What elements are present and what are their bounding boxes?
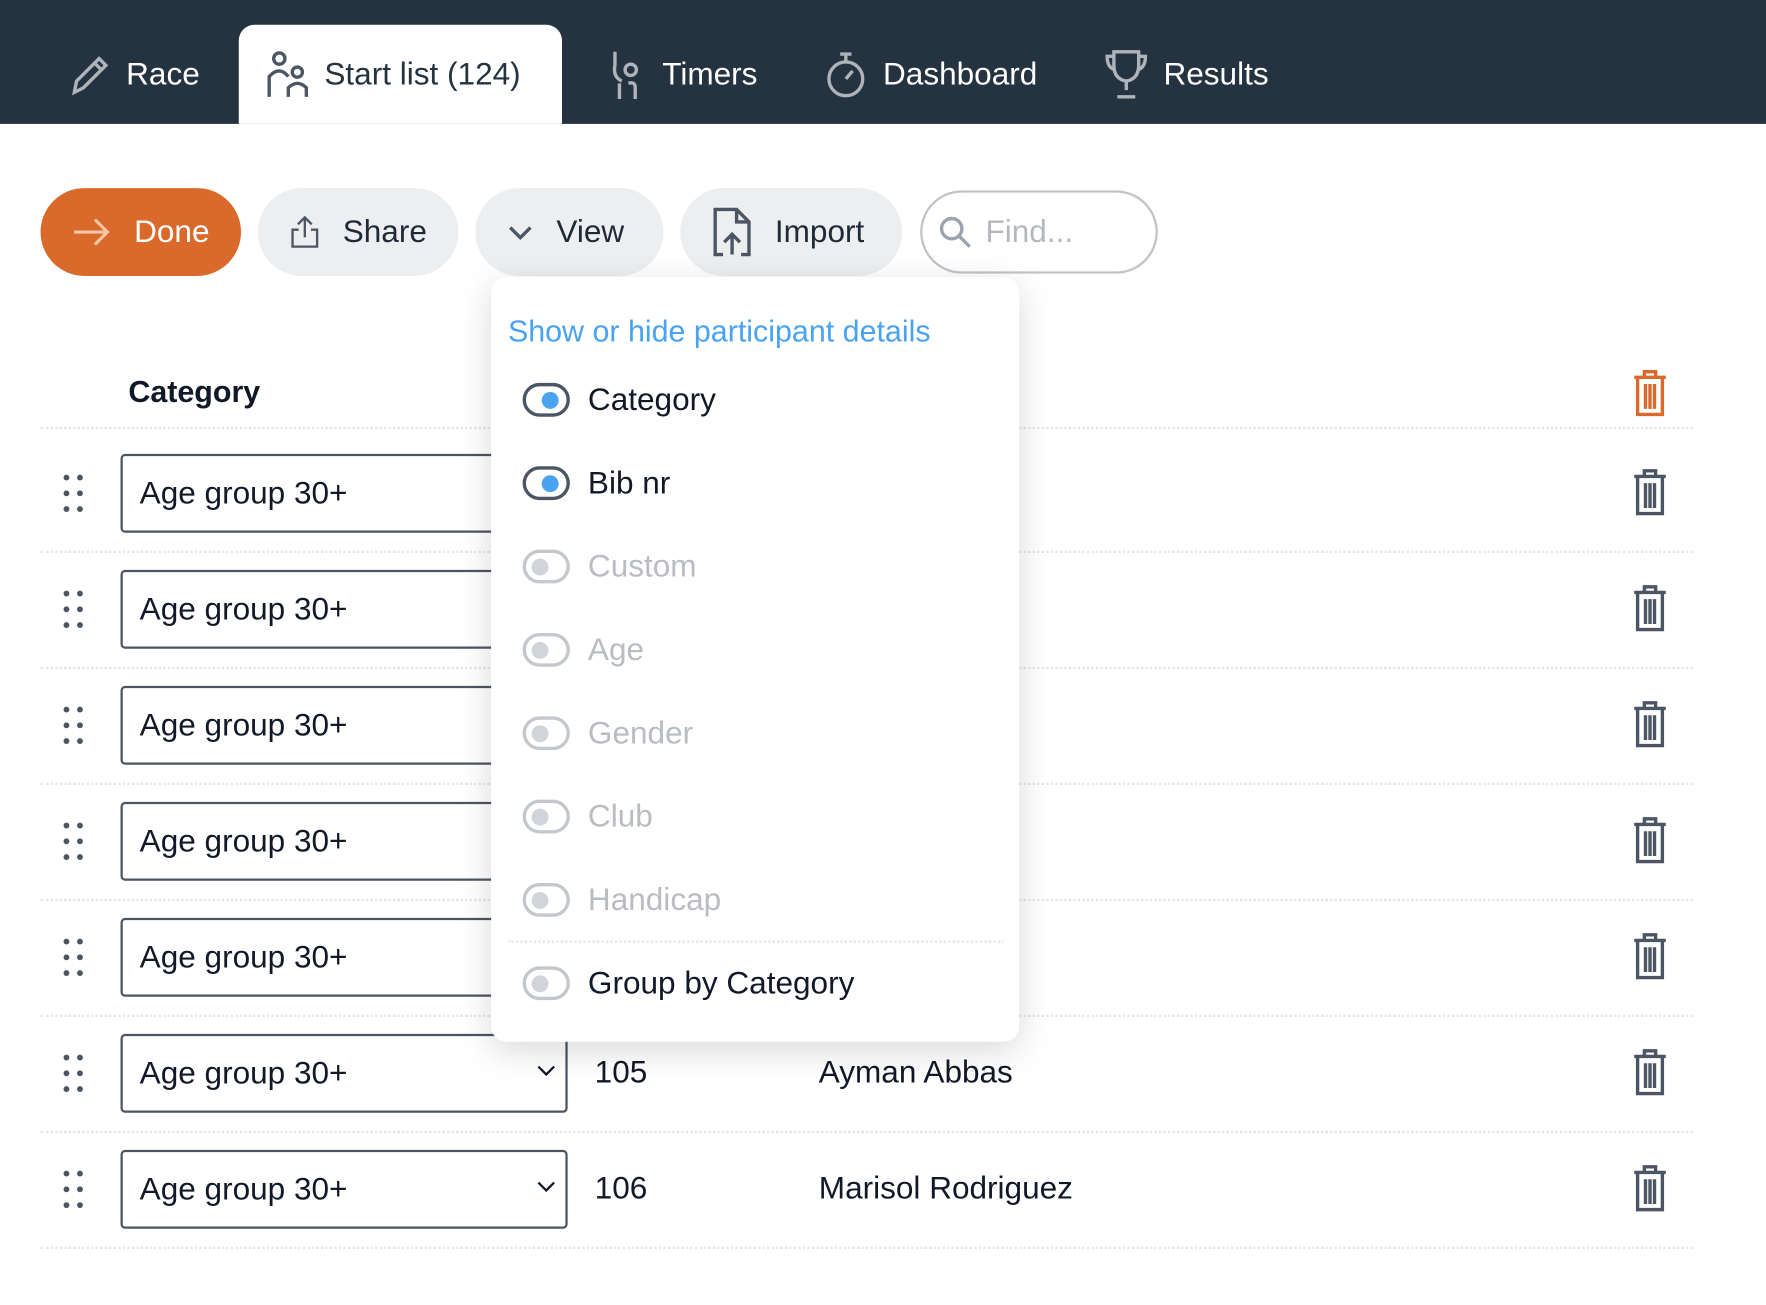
tab-label: Results [1163, 56, 1269, 92]
divider [40, 1130, 1693, 1134]
toggle-club[interactable]: Club [522, 794, 653, 839]
toggle-switch[interactable] [522, 632, 570, 667]
toggle-label: Category [587, 381, 716, 417]
trophy-icon [1105, 50, 1148, 99]
toggle-switch[interactable] [522, 382, 570, 417]
category-value: Age group 30+ [139, 823, 348, 859]
toggle-gender[interactable]: Gender [522, 711, 694, 756]
category-value: Age group 30+ [139, 939, 348, 975]
drag-handle-icon[interactable] [61, 936, 86, 979]
tab-label: Timers [662, 56, 758, 92]
tab-timers[interactable]: Timers [577, 25, 785, 124]
table-row: Age group 30+ 106 Marisol Rodriguez [0, 1149, 1766, 1305]
toggle-group-by-category[interactable]: Group by Category [522, 961, 855, 1006]
view-label: View [556, 213, 625, 249]
drag-handle-icon[interactable] [61, 588, 86, 631]
tab-label: Dashboard [883, 56, 1038, 92]
table-row: Age group 30+ 105 Ayman Abbas [0, 1033, 1766, 1189]
toggle-switch[interactable] [522, 799, 570, 834]
trash-icon[interactable] [1632, 1047, 1668, 1097]
toggle-label: Custom [587, 548, 697, 584]
trash-icon[interactable] [1632, 815, 1668, 865]
category-select[interactable]: Age group 30+ [120, 801, 568, 881]
toggle-category[interactable]: Category [522, 377, 716, 422]
tab-label: Race [126, 56, 200, 92]
drag-handle-icon[interactable] [61, 1052, 86, 1095]
trash-icon[interactable] [1632, 931, 1668, 981]
tab-race[interactable]: Race [41, 25, 227, 124]
drag-handle-icon[interactable] [61, 704, 86, 747]
category-select[interactable]: Age group 30+ [120, 917, 568, 997]
bib-number: 106 [594, 1170, 648, 1206]
tab-dashboard[interactable]: Dashboard [797, 25, 1064, 124]
trash-icon[interactable] [1632, 1163, 1668, 1213]
divider [507, 940, 1004, 943]
chevron-down-icon [509, 226, 532, 241]
runner-icon [612, 51, 639, 100]
file-import-icon [713, 207, 751, 257]
toggle-handicap[interactable]: Handicap [522, 877, 722, 922]
toggle-switch[interactable] [522, 549, 570, 584]
share-button[interactable]: Share [257, 188, 459, 276]
share-icon [291, 215, 319, 248]
toggle-custom[interactable]: Custom [522, 544, 697, 589]
toggle-label: Age [587, 631, 645, 667]
drag-handle-icon[interactable] [61, 1168, 86, 1211]
view-dropdown-menu: Show or hide participant details Categor… [491, 277, 1020, 1042]
top-nav: Race Start list (124) Timers Dashboard R… [0, 0, 1766, 124]
participant-name: Marisol Rodriguez [818, 1170, 1073, 1206]
category-select[interactable]: Age group 30+ [120, 1149, 568, 1229]
tab-label: Start list (124) [324, 56, 521, 92]
toggle-label: Club [587, 798, 653, 834]
import-label: Import [774, 213, 865, 249]
toggle-switch[interactable] [522, 966, 570, 1001]
bib-number: 105 [594, 1054, 648, 1090]
done-label: Done [134, 213, 210, 249]
category-value: Age group 30+ [139, 591, 348, 627]
toggle-switch[interactable] [522, 466, 570, 501]
category-value: Age group 30+ [139, 1171, 348, 1207]
arrow-right-icon [74, 218, 110, 246]
toggle-age[interactable]: Age [522, 627, 645, 672]
stopwatch-icon [827, 52, 865, 98]
category-select[interactable]: Age group 30+ [120, 1033, 568, 1113]
category-select[interactable]: Age group 30+ [120, 453, 568, 533]
delete-all-trash-icon[interactable] [1632, 368, 1668, 418]
people-icon [267, 51, 309, 97]
view-button[interactable]: View [475, 188, 664, 276]
share-label: Share [342, 213, 427, 249]
category-value: Age group 30+ [139, 707, 348, 743]
toggle-bib-nr[interactable]: Bib nr [522, 461, 671, 506]
tab-results[interactable]: Results [1078, 25, 1296, 124]
chevron-down-icon [537, 1181, 555, 1193]
toggle-switch[interactable] [522, 883, 570, 917]
column-header-category: Category [128, 375, 261, 409]
search-icon [939, 216, 971, 248]
tab-start-list[interactable]: Start list (124) [238, 24, 563, 124]
toggle-label: Gender [587, 715, 694, 751]
drag-handle-icon[interactable] [61, 820, 86, 863]
pencil-icon [72, 56, 109, 96]
import-button[interactable]: Import [680, 188, 903, 276]
trash-icon[interactable] [1632, 583, 1668, 633]
done-button[interactable]: Done [40, 188, 242, 276]
find-input[interactable] [983, 212, 1146, 252]
drag-handle-icon[interactable] [61, 472, 86, 515]
find-input-wrapper[interactable] [920, 190, 1158, 274]
trash-icon[interactable] [1632, 699, 1668, 749]
toggle-label: Bib nr [587, 465, 671, 501]
view-menu-title: Show or hide participant details [507, 314, 931, 349]
category-value: Age group 30+ [139, 475, 348, 511]
trash-icon[interactable] [1632, 467, 1668, 517]
category-select[interactable]: Age group 30+ [120, 569, 568, 649]
toggle-label: Group by Category [587, 965, 855, 1001]
toggle-label: Handicap [587, 881, 722, 917]
chevron-down-icon [537, 1065, 555, 1077]
participant-name: Ayman Abbas [818, 1054, 1013, 1090]
toggle-switch[interactable] [522, 716, 570, 751]
category-value: Age group 30+ [139, 1055, 348, 1091]
